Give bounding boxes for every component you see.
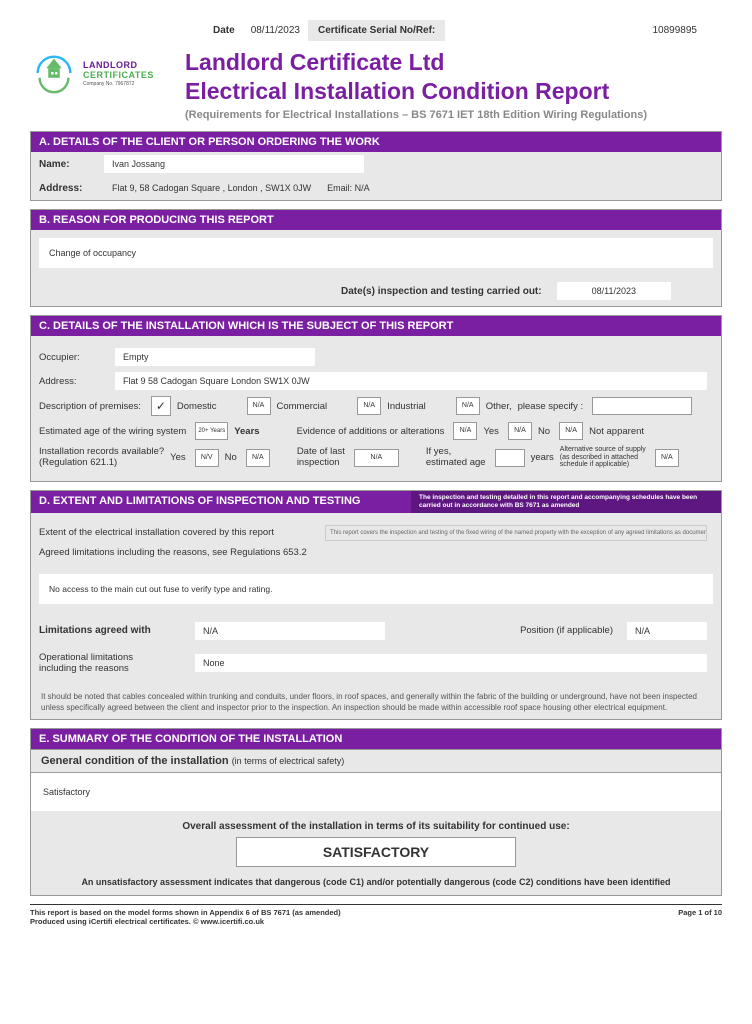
evidence-yes-box: N/A <box>453 422 477 440</box>
years-label: Years <box>234 426 259 437</box>
occupier-label: Occupier: <box>39 352 109 363</box>
ifyes-box <box>495 449 525 467</box>
email-label: Email: <box>327 183 352 193</box>
section-e-head: E. SUMMARY OF THE CONDITION OF THE INSTA… <box>31 729 721 749</box>
section-a: A. DETAILS OF THE CLIENT OR PERSON ORDER… <box>30 131 722 201</box>
serial-value: 10899895 <box>445 20 722 41</box>
unsat-note: An unsatisfactory assessment indicates t… <box>31 877 721 895</box>
ifyes-label: If yes, estimated age <box>426 447 486 468</box>
section-b-head: B. REASON FOR PRODUCING THIS REPORT <box>31 210 721 230</box>
rec-yes-box: N/V <box>195 449 219 467</box>
date-value: 08/11/2023 <box>243 20 308 41</box>
records-label: Installation records available? (Regulat… <box>39 447 164 468</box>
top-meta-row: Date 08/11/2023 Certificate Serial No/Re… <box>205 20 722 41</box>
section-a-head: A. DETAILS OF THE CLIENT OR PERSON ORDER… <box>31 132 721 152</box>
domestic-check: ✓ <box>151 396 171 416</box>
dates-value: 08/11/2023 <box>557 282 671 300</box>
logo-text-2: CERTIFICATES <box>83 70 154 80</box>
section-c: C. DETAILS OF THE INSTALLATION WHICH IS … <box>30 315 722 482</box>
address-value: Flat 9, 58 Cadogan Square , London , SW1… <box>104 179 319 197</box>
subtitle: (Requirements for Electrical Installatio… <box>185 109 722 121</box>
name-label: Name: <box>39 159 94 170</box>
last-insp-val: N/A <box>354 449 399 467</box>
gen-cond-sub: (in terms of electrical safety) <box>232 756 345 766</box>
altsource-label: Alternative source of supply (as describ… <box>560 446 646 469</box>
other-check: N/A <box>456 397 480 415</box>
industrial-label: Industrial <box>387 401 426 412</box>
last-insp-label: Date of last inspection <box>297 447 345 468</box>
position-label: Position (if applicable) <box>520 625 613 636</box>
email-value: N/A <box>355 183 370 193</box>
age-label: Estimated age of the wiring system <box>39 426 186 437</box>
age-value: 20+ Years <box>195 422 228 440</box>
name-value: Ivan Jossang <box>104 155 364 173</box>
title-line-1: Landlord Certificate Ltd <box>185 49 722 76</box>
gen-cond-label: General condition of the installation <box>41 755 229 767</box>
evidence-yes: Yes <box>483 426 499 437</box>
rec-yes-label: Yes <box>170 452 186 463</box>
other-label: Other, <box>486 401 512 412</box>
logo: LANDLORD CERTIFICATES Company No. 796787… <box>30 49 185 97</box>
rec-no-label: No <box>225 452 237 463</box>
c-address-value: Flat 9 58 Cadogan Square London SW1X 0JW <box>115 372 707 390</box>
address-label: Address: <box>39 183 94 194</box>
section-c-head: C. DETAILS OF THE INSTALLATION WHICH IS … <box>31 316 721 336</box>
overall-value: SATISFACTORY <box>236 837 516 867</box>
date-label: Date <box>205 20 243 41</box>
other-specify-box <box>592 397 692 415</box>
occupier-value: Empty <box>115 348 315 366</box>
oplim-val: None <box>195 654 707 672</box>
footer-left-1: This report is based on the model forms … <box>30 908 678 917</box>
page-number: Page 1 of 10 <box>678 908 722 926</box>
position-val: N/A <box>627 622 707 640</box>
section-d-head-note: The inspection and testing detailed in t… <box>411 491 721 513</box>
limagreed-label: Limitations agreed with <box>39 625 189 636</box>
section-d: D. EXTENT AND LIMITATIONS OF INSPECTION … <box>30 490 722 720</box>
extent-label: Extent of the electrical installation co… <box>39 527 319 538</box>
industrial-check: N/A <box>357 397 381 415</box>
dates-label: Date(s) inspection and testing carried o… <box>41 286 557 297</box>
status-text: Satisfactory <box>31 772 721 811</box>
agreed-label: Agreed limitations including the reasons… <box>39 547 713 558</box>
evidence-na-box: N/A <box>559 422 583 440</box>
altsource-box: N/A <box>655 449 679 467</box>
section-b: B. REASON FOR PRODUCING THIS REPORT Chan… <box>30 209 722 307</box>
domestic-label: Domestic <box>177 401 217 412</box>
logo-text-1: LANDLORD <box>83 60 154 70</box>
commercial-label: Commercial <box>277 401 328 412</box>
section-e: E. SUMMARY OF THE CONDITION OF THE INSTA… <box>30 728 722 896</box>
footer-left-2: Produced using iCertifi electrical certi… <box>30 917 678 926</box>
please-specify: please specify : <box>518 401 583 412</box>
limitations-body: No access to the main cut out fuse to ve… <box>39 574 713 604</box>
oplim-label: Operational limitations including the re… <box>39 652 189 675</box>
rec-no-box: N/A <box>246 449 270 467</box>
section-d-head: D. EXTENT AND LIMITATIONS OF INSPECTION … <box>31 491 411 513</box>
evidence-label: Evidence of additions or alterations <box>297 426 445 437</box>
d-footnote: It should be noted that cables concealed… <box>31 686 721 719</box>
evidence-no-box: N/A <box>508 422 532 440</box>
commercial-check: N/A <box>247 397 271 415</box>
title-line-2: Electrical Installation Condition Report <box>185 78 722 105</box>
ifyes-years: years <box>531 452 554 463</box>
extent-text: This report covers the inspection and te… <box>325 525 707 541</box>
limagreed-val: N/A <box>195 622 385 640</box>
logo-text-3: Company No. 7967872 <box>83 81 154 87</box>
evidence-na: Not apparent <box>589 426 644 437</box>
reason-value: Change of occupancy <box>39 238 713 268</box>
c-address-label: Address: <box>39 376 109 387</box>
house-swirl-icon <box>30 49 78 97</box>
evidence-no: No <box>538 426 550 437</box>
serial-label: Certificate Serial No/Ref: <box>308 20 445 41</box>
overall-label: Overall assessment of the installation i… <box>31 821 721 832</box>
desc-label: Description of premises: <box>39 401 141 412</box>
footer-left: This report is based on the model forms … <box>30 908 678 926</box>
